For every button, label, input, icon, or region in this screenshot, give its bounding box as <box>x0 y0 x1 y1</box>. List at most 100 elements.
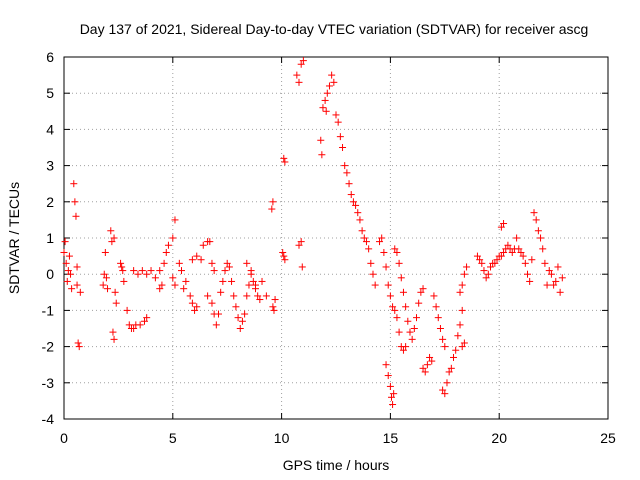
data-point <box>270 306 278 314</box>
data-point <box>352 201 360 209</box>
data-point <box>390 390 398 398</box>
data-point <box>120 277 128 285</box>
data-point <box>119 267 127 275</box>
data-point <box>517 248 525 256</box>
data-point <box>62 259 70 267</box>
data-point <box>68 285 76 293</box>
data-point <box>482 274 490 282</box>
data-point <box>232 303 240 311</box>
data-point <box>241 310 249 318</box>
data-point <box>182 277 190 285</box>
data-point <box>293 71 301 79</box>
data-point <box>441 390 449 398</box>
y-tick-label: 3 <box>46 158 54 174</box>
data-point <box>130 325 138 332</box>
data-point <box>526 277 534 285</box>
data-point <box>395 328 403 336</box>
data-point <box>458 306 466 314</box>
data-point <box>558 274 566 282</box>
data-point <box>75 343 83 351</box>
data-point <box>295 78 303 86</box>
data-point <box>67 270 75 278</box>
y-tick-label: -3 <box>42 375 55 391</box>
data-point <box>463 263 471 271</box>
data-point <box>123 306 131 314</box>
data-point <box>399 288 407 296</box>
data-point <box>280 154 288 162</box>
data-point <box>387 393 395 401</box>
data-point <box>454 332 462 340</box>
data-point <box>110 234 118 242</box>
data-point <box>552 277 560 285</box>
data-point <box>393 314 401 322</box>
data-point <box>164 241 172 249</box>
data-point <box>100 270 108 278</box>
data-point <box>151 274 159 282</box>
data-point <box>64 267 72 275</box>
data-points <box>60 57 566 409</box>
data-point <box>251 281 259 289</box>
data-point <box>156 267 164 275</box>
data-point <box>61 238 69 246</box>
data-point <box>101 248 109 256</box>
data-point <box>298 263 306 271</box>
data-point <box>208 259 216 267</box>
data-point <box>458 281 466 289</box>
data-point <box>443 379 451 387</box>
data-point <box>369 270 377 278</box>
data-point <box>319 104 327 112</box>
data-point <box>397 274 405 282</box>
data-point <box>258 277 266 285</box>
data-point <box>447 364 455 372</box>
data-point <box>171 216 179 224</box>
data-point <box>217 288 225 296</box>
data-point <box>180 285 188 293</box>
data-point <box>271 296 279 304</box>
data-point <box>295 241 303 249</box>
data-point <box>336 133 344 141</box>
data-point <box>330 78 338 86</box>
data-point <box>480 267 488 275</box>
data-point <box>428 357 436 365</box>
data-point <box>347 191 355 199</box>
data-point <box>345 180 353 188</box>
data-point <box>382 361 390 369</box>
x-tick-label: 20 <box>491 430 507 446</box>
data-point <box>408 335 416 343</box>
x-tick-label: 25 <box>600 430 616 446</box>
data-point <box>269 303 277 311</box>
y-tick-label: 4 <box>46 121 54 137</box>
data-point <box>169 274 177 282</box>
data-point <box>539 245 547 253</box>
data-point <box>541 259 549 267</box>
data-point <box>111 288 119 296</box>
data-point <box>384 281 392 289</box>
data-point <box>413 314 421 322</box>
data-point <box>249 277 257 285</box>
data-point <box>76 288 84 296</box>
data-point <box>434 314 442 322</box>
data-point <box>439 386 447 394</box>
data-point <box>521 259 529 267</box>
y-tick-label: -1 <box>42 302 55 318</box>
data-point <box>193 252 201 260</box>
data-point <box>110 335 118 343</box>
data-point <box>376 238 384 246</box>
data-point <box>543 281 551 289</box>
data-point <box>354 209 362 217</box>
data-point <box>191 306 199 314</box>
data-point <box>515 245 523 253</box>
data-point <box>162 248 170 256</box>
data-point <box>367 259 375 267</box>
data-point <box>395 259 403 267</box>
data-point <box>147 267 155 275</box>
data-point <box>378 234 386 242</box>
data-point <box>547 270 555 278</box>
data-point <box>380 248 388 256</box>
data-point <box>243 292 251 300</box>
data-point <box>225 263 233 271</box>
data-point <box>143 314 151 322</box>
data-point <box>188 299 196 307</box>
data-point <box>204 292 212 300</box>
